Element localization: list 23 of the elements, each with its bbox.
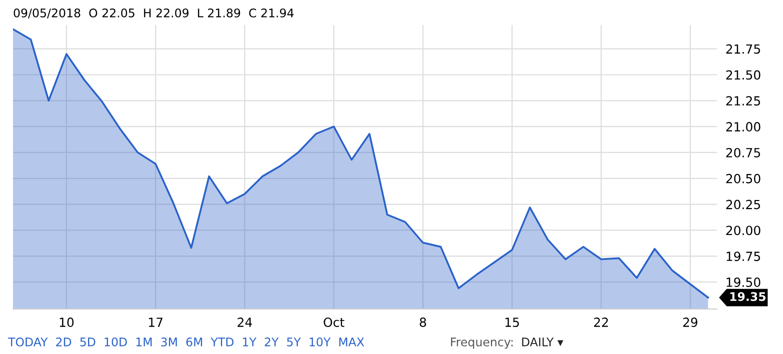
x-tick-label: 29 xyxy=(683,318,698,328)
y-tick-label: 21.25 xyxy=(726,96,760,106)
y-tick-label: 19.50 xyxy=(726,278,760,287)
y-tick-label: 20.75 xyxy=(726,148,760,158)
text: Frequency: xyxy=(451,338,513,349)
x-tick-label: 22 xyxy=(594,318,608,327)
x-tick-label: 8 xyxy=(420,318,426,328)
text: 19.35 xyxy=(730,292,766,302)
x-tick-label: 10 xyxy=(60,318,74,328)
x-tick-label: Oct xyxy=(324,318,344,328)
y-tick-label: 21.75 xyxy=(726,44,760,54)
y-tick-label: 20.00 xyxy=(726,226,760,236)
y-tick-label: 20.25 xyxy=(726,200,760,210)
text: 09/05/2018 O 22.05 H 22.09 L 21.89 C 21.94 xyxy=(14,8,294,18)
y-tick-label: 20.50 xyxy=(726,174,760,184)
x-tick-label: 15 xyxy=(505,318,519,328)
x-tick-label: 24 xyxy=(238,318,252,327)
y-tick-label: 19.75 xyxy=(726,252,760,262)
y-tick-label: 21.50 xyxy=(726,70,760,80)
x-tick-label: 17 xyxy=(149,318,162,327)
text: TODAY 2D 5D 10D 1M 3M 6M YTD 1Y 2Y 5Y 10Y MAX xyxy=(8,337,364,346)
y-tick-label: 21.00 xyxy=(726,122,760,132)
text: DAILY ▾ xyxy=(522,338,564,346)
